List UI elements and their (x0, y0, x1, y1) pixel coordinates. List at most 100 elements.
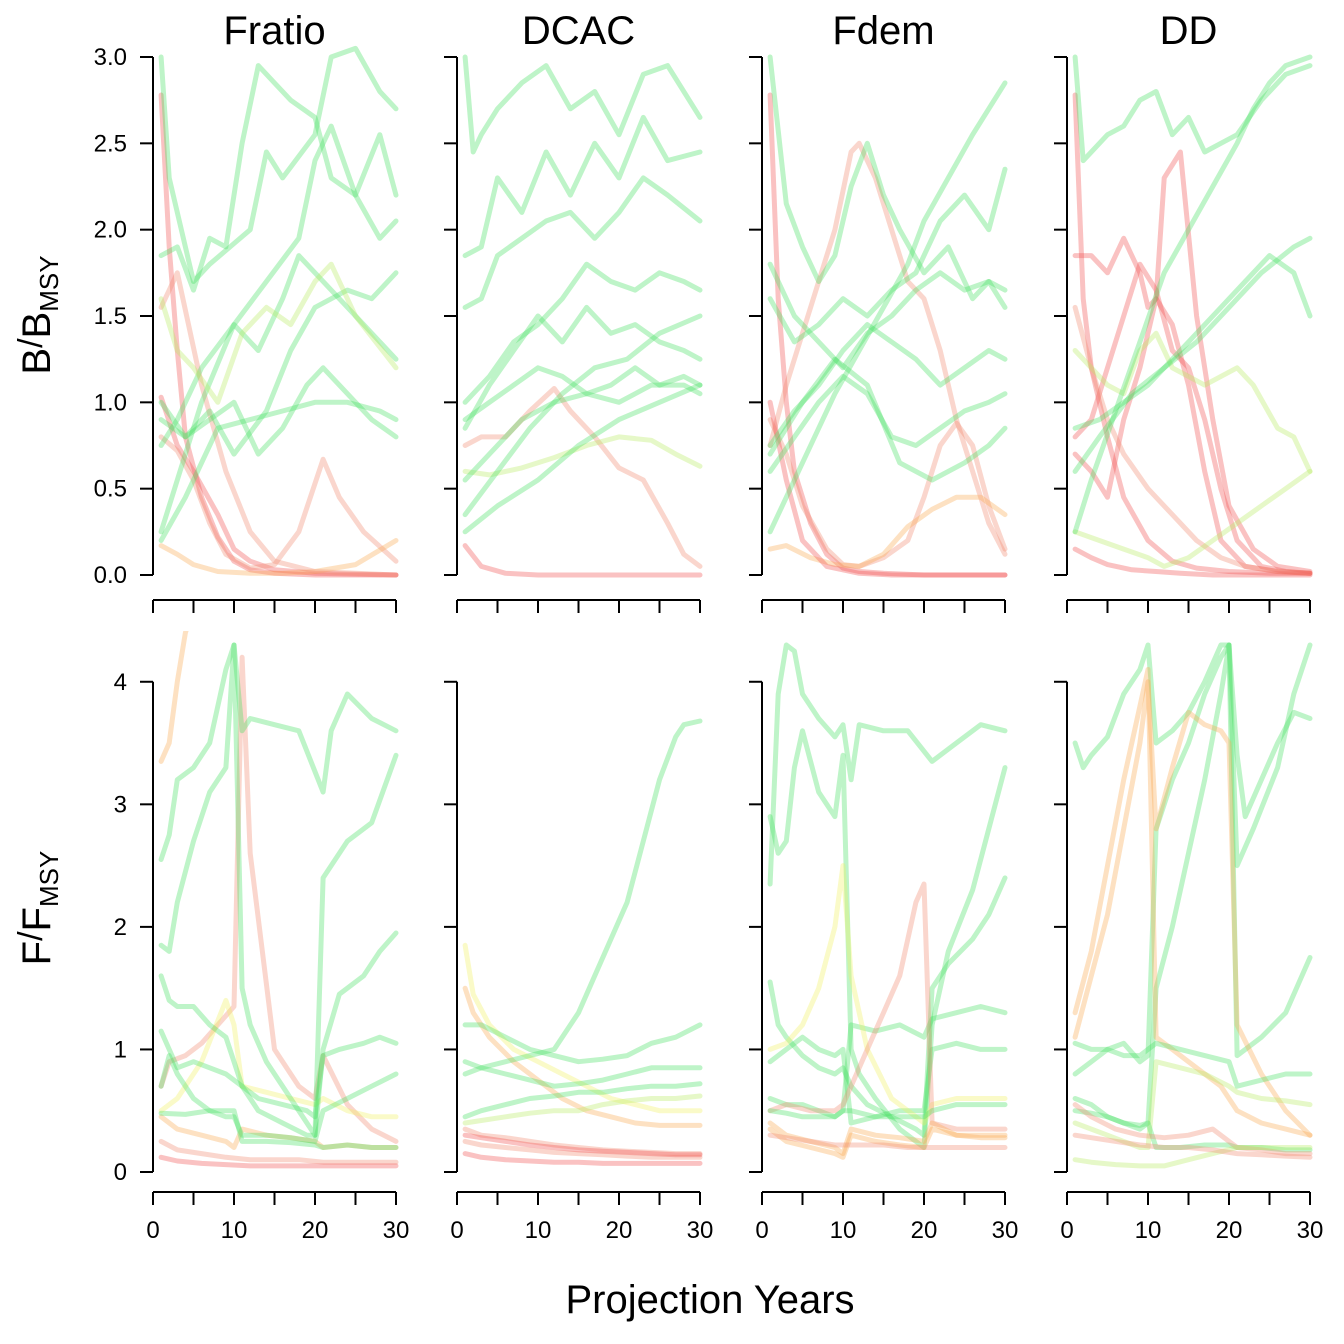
panel-title-dd: DD (1160, 9, 1218, 53)
series-line (158, 270, 399, 578)
panel-dcac-b-bmsy (462, 54, 703, 578)
x-tick-label: 20 (911, 1217, 938, 1244)
series-line (767, 881, 1008, 1132)
panel-title-fdem: Fdem (832, 9, 934, 53)
series-line (462, 114, 703, 259)
y-label-main: B (15, 348, 59, 375)
y-tick-label: 2 (114, 914, 127, 941)
series-line (1072, 1102, 1313, 1157)
x-tick-label: 10 (830, 1217, 857, 1244)
series-line (767, 92, 1008, 578)
series-line (462, 942, 703, 1114)
series-line (767, 322, 1008, 448)
panel-title-fratio: Fratio (223, 9, 325, 53)
series-line (158, 1114, 399, 1150)
panel-title-dcac: DCAC (522, 9, 635, 53)
y-tick-label: 2.5 (94, 130, 127, 157)
series-line (462, 1126, 703, 1157)
series-line (158, 631, 189, 764)
series-line (1072, 92, 1313, 576)
x-tick-label: 10 (221, 1217, 248, 1244)
series-line (1072, 304, 1313, 576)
series-line (1072, 642, 1313, 820)
y-axis-labels: B/BMSY F/FMSY (12, 255, 64, 965)
series-line (767, 1132, 1008, 1150)
series-line (462, 304, 703, 431)
series-line (1072, 642, 1313, 1077)
series-line (158, 253, 399, 448)
y-tick-label: 4 (114, 669, 127, 696)
y-label-main-2: F (15, 907, 59, 931)
x-tick-label: 30 (992, 1217, 1019, 1244)
series-line (1072, 54, 1313, 535)
series-line (462, 1081, 703, 1120)
series-line (1072, 546, 1313, 578)
y-label-main: F (15, 941, 59, 965)
series-line (767, 863, 1008, 1126)
series-line (158, 930, 399, 1138)
series-line (767, 54, 1008, 310)
series-line (158, 538, 399, 576)
series-line (1072, 253, 1313, 431)
series-line (158, 394, 399, 578)
series-line (158, 642, 399, 1138)
series-line (1072, 296, 1313, 576)
series-line (158, 1108, 399, 1150)
series-line (158, 123, 399, 535)
series-line (1072, 1108, 1313, 1153)
series-line (158, 270, 399, 457)
series-line (1072, 235, 1313, 474)
series-line (1072, 54, 1313, 164)
series-line (462, 313, 703, 518)
series-line (767, 417, 1008, 569)
axes-r1-c0: 0 1 2 3 4 0 10 20 30 (114, 669, 410, 1244)
series-line (462, 382, 703, 535)
series-line (462, 1132, 703, 1158)
series-line (1072, 468, 1313, 569)
x-tick-label: 0 (1060, 1217, 1073, 1244)
x-tick-label: 10 (1135, 1217, 1162, 1244)
series-line (158, 1053, 399, 1144)
series-line (1072, 679, 1313, 1138)
series-line (158, 261, 399, 405)
x-tick-label: 30 (383, 1217, 410, 1244)
series-line (462, 985, 703, 1128)
series-line (767, 494, 1008, 569)
series-line (767, 642, 1008, 887)
series-line (767, 261, 1008, 371)
series-line (767, 80, 1008, 535)
y-label-slash: / (12, 338, 50, 348)
panel-fdem-f-fmsy (767, 642, 1008, 1160)
x-tick-label: 20 (1216, 1217, 1243, 1244)
series-line (1072, 261, 1313, 576)
x-tick-label: 20 (606, 1217, 633, 1244)
series-line (462, 386, 703, 569)
y-tick-label: 1.5 (94, 303, 127, 330)
y-axis-label-f-fmsy: F/FMSY (12, 851, 64, 966)
x-tick-label: 0 (755, 1217, 768, 1244)
series-line (767, 1126, 1008, 1160)
series-line (767, 399, 1008, 578)
series-line (158, 434, 399, 571)
series-line (462, 261, 703, 405)
series-line (1072, 1059, 1313, 1150)
series-line (767, 140, 1008, 557)
series-line (462, 1093, 703, 1126)
series-line (767, 1034, 1008, 1126)
y-tick-label: 1 (114, 1036, 127, 1063)
panel-dd-f-fmsy (1072, 642, 1313, 1169)
series-line (1072, 149, 1313, 574)
y-axis-label-b-bmsy: B/BMSY (12, 255, 64, 374)
panel-fdem-b-bmsy (767, 54, 1008, 578)
series-line (767, 1120, 1008, 1157)
series-line (462, 434, 703, 478)
series-line (158, 1138, 399, 1165)
y-label-main-2: B (15, 312, 59, 339)
axes-r1-c2: 0 10 20 30 (749, 680, 1019, 1244)
series-line (462, 1138, 703, 1160)
panel-grid: 0.0 0.5 1.0 1.5 2.0 2.5 3.0 0 1 2 3 4 0 10 20 30 0 10 20 30… (94, 44, 1324, 1244)
series-line (462, 1059, 703, 1089)
y-tick-label: 0.5 (94, 476, 127, 503)
series-line (462, 1151, 703, 1166)
